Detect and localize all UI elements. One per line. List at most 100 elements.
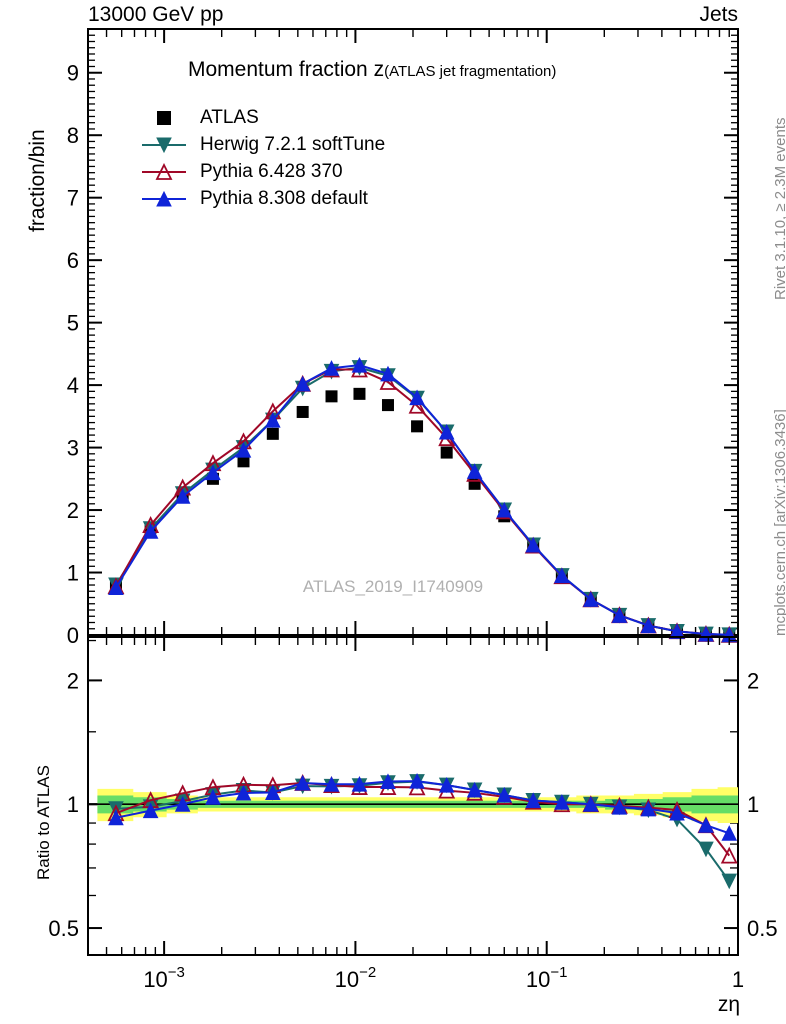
data-marker: [496, 786, 513, 803]
data-marker: [351, 776, 368, 792]
data-marker: [156, 190, 172, 206]
data-marker: [380, 773, 396, 789]
data-marker: [325, 390, 338, 403]
data-marker: [142, 523, 159, 539]
data-marker: [205, 464, 221, 481]
plot-title-sub: (ATLAS jet fragmentation): [384, 63, 557, 80]
data-marker: [323, 360, 340, 376]
data-marker: [669, 623, 685, 639]
ratio-ytick-label-right: 1: [747, 792, 759, 817]
data-marker: [721, 873, 738, 890]
data-marker: [409, 389, 425, 406]
data-marker: [720, 846, 738, 864]
main-ytick-label-zero: 0: [67, 623, 79, 648]
data-marker: [155, 162, 173, 180]
data-marker: [294, 375, 311, 392]
data-marker: [611, 798, 628, 815]
main-ytick-label: 2: [67, 498, 79, 523]
main-ytick-label: 4: [67, 373, 79, 398]
xtick-label: 1: [732, 967, 744, 992]
data-marker: [411, 420, 424, 433]
data-marker: [408, 396, 426, 414]
main-ytick-label: 7: [67, 186, 79, 211]
data-marker: [108, 579, 124, 596]
data-marker: [640, 617, 657, 634]
plot-title-main: Momentum fraction z: [188, 58, 385, 81]
ratio-line-pythia: [115, 782, 731, 857]
data-marker: [554, 567, 570, 584]
data-marker: [438, 423, 455, 440]
main-ytick-label: 3: [67, 436, 79, 461]
legend: ATLAS Herwig 7.2.1 softTune Pythia 6.428 3…: [140, 104, 385, 212]
data-marker: [205, 789, 221, 805]
data-marker: [265, 784, 281, 800]
data-marker: [379, 372, 397, 390]
data-marker: [496, 501, 513, 518]
data-marker: [296, 405, 309, 418]
main-ytick-label: 5: [67, 311, 79, 336]
x-axis-label: zη: [718, 993, 740, 1016]
ratio-ytick-label: 0.5: [48, 916, 79, 941]
header-left: 13000 GeV pp: [88, 3, 224, 26]
data-marker: [438, 776, 455, 793]
data-marker: [554, 794, 570, 810]
main-panel: ATLAS_2019_I1740909: [87, 28, 739, 644]
data-marker: [669, 804, 685, 821]
legend-item-3[interactable]: Pythia 8.308 default: [140, 185, 385, 212]
main-ytick-label: 6: [67, 248, 79, 273]
data-marker: [466, 781, 483, 798]
plot-title: Momentum fraction z(ATLAS jet fragmentat…: [188, 58, 556, 82]
data-marker: [142, 802, 159, 819]
data-marker: [174, 796, 191, 812]
legend-marker-triangle-up: [142, 190, 186, 206]
ratio-panel: [87, 636, 739, 956]
data-marker: [323, 776, 340, 792]
legend-label: ATLAS: [200, 106, 259, 128]
data-marker: [640, 800, 657, 817]
data-marker: [294, 774, 311, 791]
data-marker: [235, 441, 252, 458]
data-marker: [525, 536, 542, 553]
xtick-label: 10−2: [335, 964, 377, 992]
data-marker: [156, 137, 172, 153]
data-marker: [525, 792, 542, 809]
legend-marker-square: [157, 110, 171, 125]
data-marker: [351, 356, 368, 373]
data-marker: [611, 607, 628, 623]
data-marker: [353, 387, 366, 400]
legend-label: Pythia 8.308 default: [200, 187, 368, 209]
data-marker: [235, 784, 252, 801]
data-marker: [108, 801, 124, 817]
data-marker: [381, 399, 394, 412]
legend-label: Pythia 6.428 370: [200, 160, 343, 182]
ratio-ytick-label-right: 2: [747, 668, 759, 693]
main-ytick-label: 9: [67, 61, 79, 86]
ratio-ytick-label: 2: [67, 668, 79, 693]
series-line-pythia: [115, 364, 730, 636]
ratio-ytick-label: 1: [67, 792, 79, 817]
data-marker: [380, 365, 396, 382]
data-marker: [108, 809, 124, 826]
header-right: Jets: [699, 3, 738, 26]
xtick-label: 10−1: [526, 964, 568, 992]
legend-marker-triangle-up-open: [142, 162, 186, 180]
legend-item-1[interactable]: Herwig 7.2.1 softTune: [140, 131, 385, 158]
main-ytick-label: 8: [67, 123, 79, 148]
main-ytick-label: 1: [67, 561, 79, 586]
data-marker: [698, 841, 714, 858]
data-marker: [409, 773, 425, 789]
watermark: ATLAS_2019_I1740909: [303, 577, 483, 596]
data-marker: [582, 796, 599, 812]
legend-item-2[interactable]: Pythia 6.428 370: [140, 158, 385, 185]
data-marker: [266, 427, 279, 440]
data-marker: [440, 446, 453, 459]
data-marker: [237, 455, 250, 468]
data-marker: [582, 591, 599, 607]
data-marker: [698, 817, 714, 833]
legend-item-0[interactable]: ATLAS: [140, 104, 385, 131]
legend-marker-triangle-down: [142, 137, 186, 153]
legend-label: Herwig 7.2.1 softTune: [200, 133, 386, 155]
data-marker: [721, 825, 738, 841]
data-marker: [466, 463, 483, 479]
